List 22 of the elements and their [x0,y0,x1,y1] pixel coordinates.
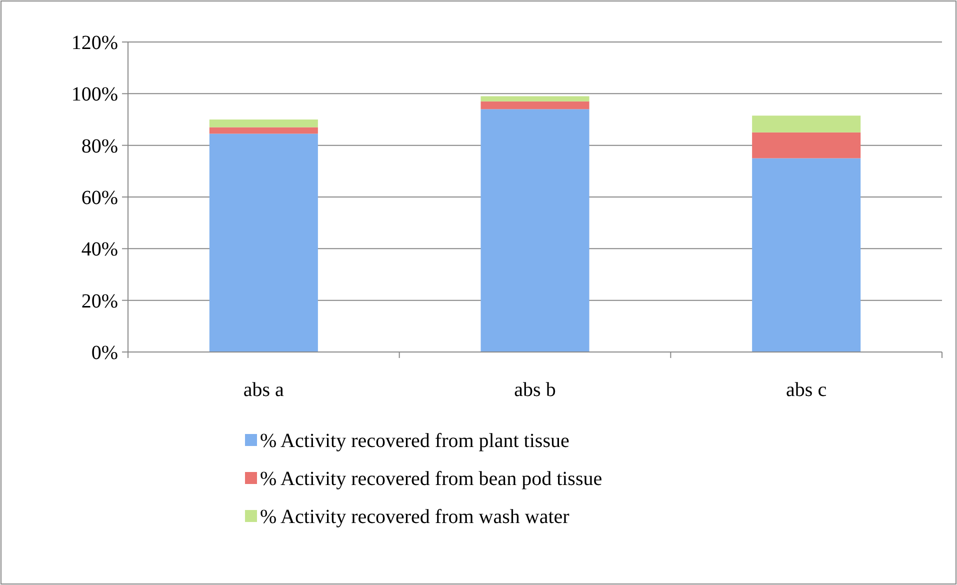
y-tick-label: 40% [81,238,118,261]
legend-label: % Activity recovered from wash water [260,506,570,528]
y-tick-label: 80% [81,135,118,158]
legend-label: % Activity recovered from bean pod tissue [260,468,602,490]
bar [752,132,861,158]
bar [209,127,318,134]
legend-label: % Activity recovered from plant tissue [260,430,570,452]
y-tick-label: 0% [91,342,118,364]
y-tick-label: 60% [81,187,118,209]
bar [752,158,861,352]
x-tick-label: abs b [514,379,556,401]
bar [209,120,318,128]
y-tick-label: 20% [81,290,118,312]
y-tick-label: 100% [71,84,118,106]
x-tick-label: abs c [786,379,827,401]
x-tick-label: abs a [243,379,284,401]
bar [480,101,590,110]
bar [480,109,590,352]
y-tick-label: 120% [71,32,118,54]
bar [480,96,590,102]
bar [752,116,861,132]
bar [209,134,318,352]
